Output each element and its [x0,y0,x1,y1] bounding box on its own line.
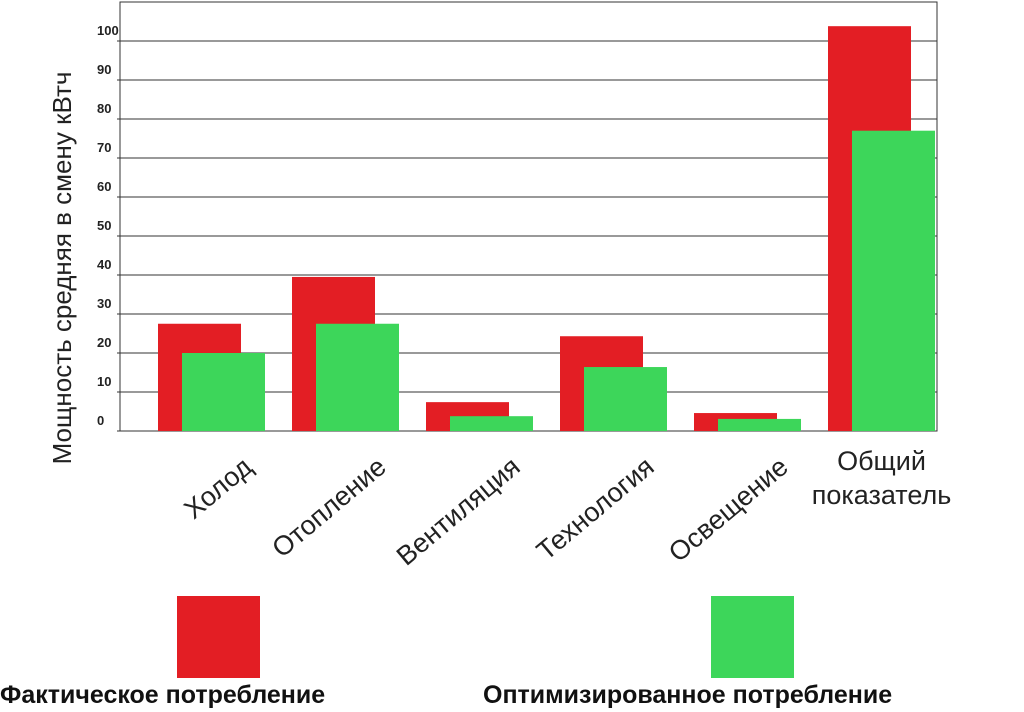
y-tick-label: 10 [97,374,111,389]
y-tick-label: 80 [97,101,111,116]
x-tick-label: Технология [531,451,660,566]
bar [316,323,399,431]
x-tick-label: Общий показатель [812,446,952,510]
y-tick-label: 70 [97,140,111,155]
y-axis-title: Мощность средняя в смену кВтч [47,72,77,465]
x-tick-label: Отопление [266,451,391,563]
y-tick-label: 30 [97,296,111,311]
legend-label: Фактическое потребление [0,681,325,709]
x-tick-label: Холод [178,451,258,525]
bar [584,367,667,431]
x-tick-label: Вентиляция [391,451,526,571]
y-tick-label: 50 [97,218,111,233]
y-tick-label: 0 [97,413,104,428]
legend-swatch [711,596,794,678]
legend-label: Оптимизированное потребление [483,681,892,709]
bar [450,416,533,431]
bar [182,353,265,431]
y-tick-label: 60 [97,179,111,194]
y-tick-label: 90 [97,62,111,77]
y-tick-label: 20 [97,335,111,350]
y-tick-label: 100 [97,23,119,38]
x-tick-label: Освещение [663,451,794,568]
bar [852,130,935,431]
bar [718,418,801,431]
legend-swatch [177,596,260,678]
y-tick-label: 40 [97,257,111,272]
